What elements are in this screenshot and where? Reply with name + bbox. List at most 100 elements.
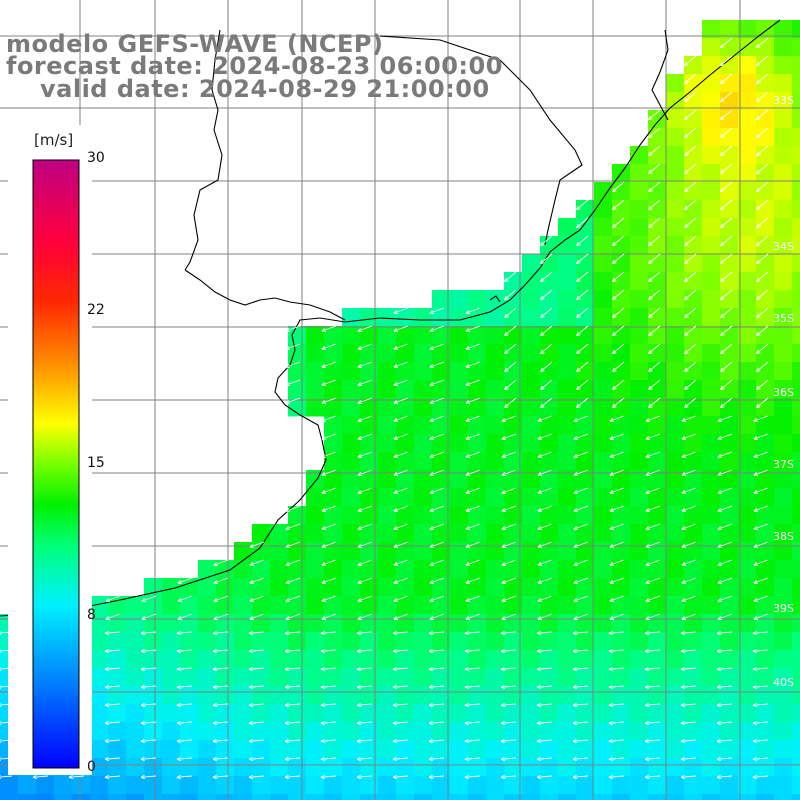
wind-field-cell <box>648 794 667 800</box>
wind-field-cell <box>702 488 721 507</box>
coastline <box>0 19 781 617</box>
wind-arrow <box>573 469 589 476</box>
wind-field-cell <box>684 92 703 111</box>
wind-arrow <box>645 577 661 584</box>
wind-field-cell <box>504 758 523 777</box>
wind-field-cell <box>774 56 793 75</box>
wind-field-cell <box>648 290 667 309</box>
wind-field-cell <box>612 308 631 327</box>
wind-field-cell <box>774 308 793 327</box>
wind-field-cell <box>522 434 541 453</box>
wind-field-cell <box>108 650 127 669</box>
wind-field-cell <box>468 758 487 777</box>
wind-field-cell <box>702 236 721 255</box>
wind-field-cell <box>378 470 397 489</box>
wind-field-cell <box>414 380 433 399</box>
wind-arrow <box>681 469 697 476</box>
wind-field-cell <box>558 740 577 759</box>
wind-field-cell <box>738 38 757 57</box>
wind-field-cell <box>144 668 163 687</box>
wind-arrow <box>645 433 661 440</box>
wind-field-cell <box>702 110 721 129</box>
wind-field-cell <box>252 614 271 633</box>
wind-arrow <box>393 397 409 404</box>
wind-arrow <box>756 91 769 103</box>
wind-field-cell <box>720 344 739 363</box>
wind-arrow <box>573 541 589 548</box>
wind-field-cell <box>576 236 595 255</box>
wind-field-cell <box>414 758 433 777</box>
wind-arrow <box>105 595 121 602</box>
wind-arrow <box>104 648 121 654</box>
wind-field-cell <box>666 776 685 795</box>
wind-field-cell <box>162 578 181 597</box>
wind-arrow <box>393 469 409 476</box>
wind-field-cell <box>450 524 469 543</box>
wind-field-cell <box>702 290 721 309</box>
wind-arrow <box>212 684 229 690</box>
wind-field-cell <box>540 794 559 800</box>
wind-arrow <box>540 361 553 373</box>
wind-field-cell <box>720 74 739 93</box>
wind-field-cell <box>594 758 613 777</box>
wind-arrow <box>357 325 373 332</box>
wind-field-cell <box>378 398 397 417</box>
wind-field-cell <box>378 560 397 579</box>
wind-arrow <box>756 163 769 175</box>
wind-arrow <box>536 774 553 780</box>
wind-field-cell <box>702 452 721 471</box>
wind-field-cell <box>450 650 469 669</box>
wind-field-cell <box>576 650 595 669</box>
wind-arrow <box>140 756 157 762</box>
wind-field-cell <box>792 776 800 795</box>
wind-arrow <box>720 397 733 409</box>
wind-field-cell <box>630 452 649 471</box>
wind-arrow <box>756 73 769 85</box>
wind-field-cell <box>756 434 775 453</box>
wind-arrow <box>429 577 445 584</box>
wind-field-cell <box>792 56 800 75</box>
wind-arrow <box>609 559 625 566</box>
wind-field-cell <box>630 578 649 597</box>
wind-field-cell <box>720 722 739 741</box>
wind-arrow <box>720 253 733 265</box>
wind-field-cell <box>702 470 721 489</box>
wind-arrow <box>429 397 445 404</box>
wind-arrow <box>501 487 517 494</box>
wind-field-cell <box>774 164 793 183</box>
wind-arrow <box>429 469 445 476</box>
wind-field-cell <box>630 488 649 507</box>
wind-field-cell <box>648 560 667 579</box>
wind-field-cell <box>648 272 667 291</box>
wind-arrow <box>756 217 769 229</box>
wind-field-cell <box>756 452 775 471</box>
wind-field-cell <box>738 362 757 381</box>
wind-field-cell <box>486 776 505 795</box>
wind-arrow <box>648 397 661 409</box>
wind-field-cell <box>306 344 325 363</box>
wind-field-cell <box>738 776 757 795</box>
wind-arrow <box>648 379 661 391</box>
wind-arrow <box>285 343 301 350</box>
wind-field-cell <box>504 560 523 579</box>
wind-field-cell <box>504 524 523 543</box>
wind-field-cell <box>504 506 523 525</box>
wind-field-cell <box>612 794 631 800</box>
wind-arrow <box>321 613 337 620</box>
wind-field-cell <box>594 776 613 795</box>
wind-field-cell <box>324 794 343 800</box>
wind-field-cell <box>324 380 343 399</box>
wind-field-cell <box>792 344 800 363</box>
wind-arrow <box>429 541 445 548</box>
wind-field-cell <box>720 38 739 57</box>
wind-field-cell <box>594 254 613 273</box>
wind-field-cell <box>720 650 739 669</box>
wind-field-cell <box>216 578 235 597</box>
wind-field-cell <box>720 632 739 651</box>
wind-field-cell <box>342 794 361 800</box>
wind-field-cell <box>522 686 541 705</box>
wind-field-cell <box>450 380 469 399</box>
wind-arrow <box>753 469 769 476</box>
wind-field-cell <box>720 20 739 39</box>
wind-field-cell <box>666 668 685 687</box>
